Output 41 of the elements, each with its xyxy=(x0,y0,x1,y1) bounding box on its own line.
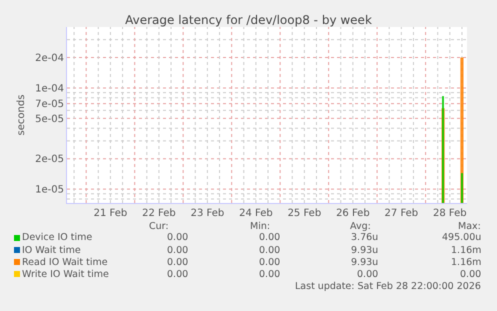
y-axis-title: seconds xyxy=(16,94,28,136)
text: Cur: xyxy=(149,221,169,232)
text: 0.00 xyxy=(259,257,280,268)
text: 0.00 xyxy=(167,269,188,280)
text: 1.16m xyxy=(451,257,482,268)
legend-label: IO Wait time xyxy=(22,245,81,256)
legend-label: Read IO Wait time xyxy=(22,257,108,268)
x-tick-label: 27 Feb xyxy=(384,208,418,219)
x-tick-label: 24 Feb xyxy=(239,208,273,219)
x-tick-label: 23 Feb xyxy=(190,208,224,219)
text: Min: xyxy=(250,221,270,232)
text: 495.00u xyxy=(442,232,482,243)
text: 0.00 xyxy=(259,269,280,280)
text: Max: xyxy=(458,221,481,232)
text: 0.00 xyxy=(259,245,280,256)
text: 9.93u xyxy=(351,257,378,268)
text: 0.00 xyxy=(357,269,378,280)
x-tick-label: 21 Feb xyxy=(94,208,128,219)
text: 0.00 xyxy=(259,232,280,243)
text: 0.00 xyxy=(460,269,482,280)
y-tick-label: 2e-05 xyxy=(35,154,64,166)
y-tick-label: 1e-04 xyxy=(35,83,64,94)
chart-title: Average latency for /dev/loop8 - by week xyxy=(125,13,372,28)
legend-label: Device IO time xyxy=(22,232,92,243)
y-tick-label: 7e-05 xyxy=(35,99,64,110)
text: 0.00 xyxy=(167,257,188,268)
x-tick-label: 22 Feb xyxy=(142,208,176,219)
text: 3.76u xyxy=(351,232,378,243)
text: Last update: Sat Feb 28 22:00:00 2026 xyxy=(295,281,481,292)
y-tick-label: 5e-05 xyxy=(35,114,64,125)
text: 1.16m xyxy=(451,245,482,256)
x-tick-label: 25 Feb xyxy=(288,208,322,219)
y-tick-label: 2e-04 xyxy=(35,52,64,64)
legend-label: Write IO Wait time xyxy=(22,269,110,280)
text: 9.93u xyxy=(351,245,378,256)
text: 0.00 xyxy=(167,232,188,243)
x-tick-label: 26 Feb xyxy=(336,208,370,219)
y-tick-label: 1e-05 xyxy=(35,184,64,196)
text: Avg: xyxy=(350,221,371,232)
x-tick-label: 28 Feb xyxy=(433,208,467,219)
text: 0.00 xyxy=(167,245,188,256)
